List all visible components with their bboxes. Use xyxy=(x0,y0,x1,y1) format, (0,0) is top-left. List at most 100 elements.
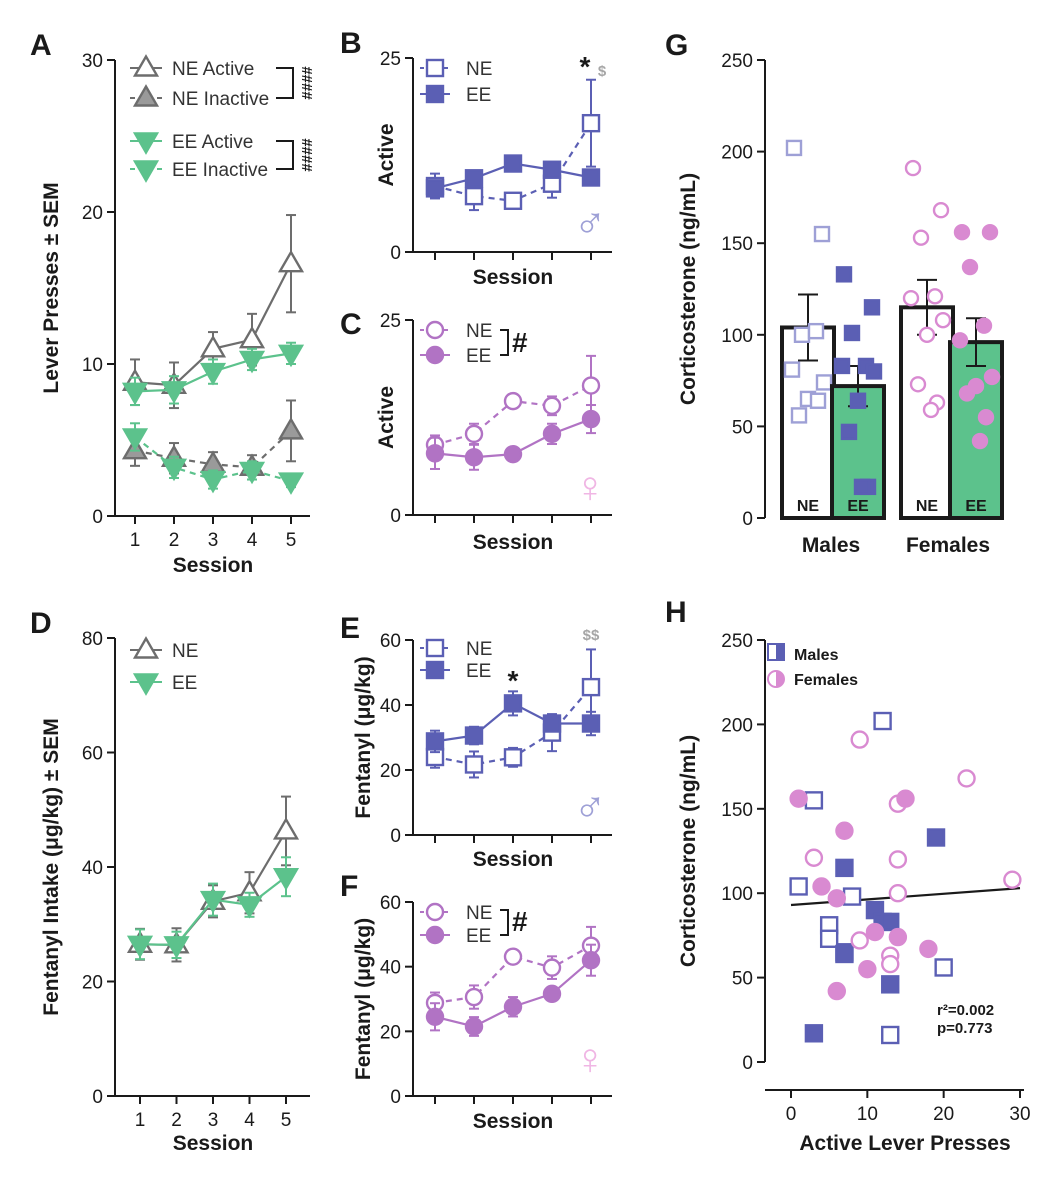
data-point xyxy=(850,730,869,749)
data-point xyxy=(503,444,523,464)
data-point xyxy=(853,478,871,496)
data-point xyxy=(581,376,601,395)
legend-label: NE xyxy=(466,59,492,80)
data-point xyxy=(542,714,562,733)
significance-bracket xyxy=(500,909,509,936)
y-tick-label: 20 xyxy=(82,973,103,994)
y-axis-label: Active xyxy=(375,386,398,449)
legend-marker xyxy=(132,132,160,155)
y-tick-label: 0 xyxy=(742,1053,753,1074)
data-point xyxy=(842,887,862,906)
y-tick-label: 40 xyxy=(380,696,401,717)
legend: NE EE xyxy=(130,636,198,696)
panel-G: 0 50 100 150 200 250 Corticosterone (ng/mL) G NE… xyxy=(665,29,1004,557)
legend-marker xyxy=(425,660,445,680)
data-point xyxy=(804,848,824,867)
data-point xyxy=(981,224,999,241)
data-point xyxy=(236,896,263,919)
y-tick-label: 100 xyxy=(721,884,753,905)
significance-label: #### xyxy=(298,138,315,172)
legend: Males Females xyxy=(767,643,858,689)
y-tick-label: 150 xyxy=(721,234,753,255)
data-point xyxy=(425,732,445,751)
y-axis-label: Fentanyl (μg/kg) xyxy=(352,918,375,1080)
data-point xyxy=(503,191,523,210)
data-point xyxy=(958,385,976,402)
data-point xyxy=(804,791,824,810)
x-tick-label: 3 xyxy=(208,530,219,551)
male-symbol: ♂ xyxy=(574,199,607,248)
legend-label: NE xyxy=(172,641,198,662)
panel-letter: C xyxy=(340,308,362,341)
bar-label: EE xyxy=(965,498,987,515)
data-point xyxy=(1003,870,1022,889)
y-tick-label: 10 xyxy=(82,355,103,376)
x-tick-label: 10 xyxy=(857,1104,878,1125)
series-ee xyxy=(126,856,300,961)
panel-C: 0 25 Active Session C NE EE # ♀ xyxy=(340,308,612,554)
data-point xyxy=(789,789,808,808)
series-ee-inactive xyxy=(121,422,305,495)
bar-label: NE xyxy=(916,498,939,515)
y-tick-label: 0 xyxy=(390,1087,401,1108)
data-point xyxy=(464,1017,484,1036)
group-label: Females xyxy=(906,534,990,557)
data-point xyxy=(827,889,846,908)
data-point xyxy=(835,858,854,878)
x-axis-label: Session xyxy=(173,554,254,577)
data-point xyxy=(881,975,900,994)
data-point xyxy=(425,179,445,198)
data-point xyxy=(926,288,944,305)
data-point xyxy=(581,951,601,970)
data-point xyxy=(503,748,523,767)
data-point xyxy=(827,981,846,1001)
series-ne xyxy=(425,925,601,1015)
data-point xyxy=(464,755,484,774)
data-point xyxy=(464,186,484,206)
data-point xyxy=(835,944,854,964)
series-males-ee xyxy=(804,828,946,1043)
data-point xyxy=(503,997,523,1016)
y-tick-label: 150 xyxy=(721,800,753,821)
legend-marker-half xyxy=(776,644,784,660)
panel-D: 0 20 40 60 80 Fentanyl Intake (μg/kg) ± SEM 1 2… xyxy=(30,607,310,1155)
data-point xyxy=(464,169,484,188)
stat-p: p=0.773 xyxy=(937,1020,992,1037)
panel-letter: H xyxy=(665,596,687,629)
data-point xyxy=(199,470,227,494)
y-tick-label: 40 xyxy=(380,958,401,979)
x-tick-label: 20 xyxy=(933,1104,954,1125)
data-point xyxy=(804,1024,824,1043)
y-tick-label: 0 xyxy=(390,826,401,847)
data-point xyxy=(850,931,869,950)
data-point xyxy=(835,821,854,840)
series-ee xyxy=(425,404,601,471)
legend-label: EE xyxy=(172,673,197,694)
data-point xyxy=(542,396,562,415)
data-point xyxy=(277,249,305,273)
data-point xyxy=(272,868,300,891)
data-point xyxy=(922,401,940,419)
data-point xyxy=(873,711,892,731)
bar-females-ne: NE xyxy=(899,159,955,520)
female-symbol: ♀ xyxy=(574,1035,607,1084)
legend-marker xyxy=(132,160,160,183)
data-point xyxy=(977,409,995,426)
x-tick-label: 3 xyxy=(208,1110,219,1131)
male-symbol: ♂ xyxy=(574,783,607,832)
data-point xyxy=(425,1007,445,1026)
data-point xyxy=(833,357,851,375)
panel-letter: D xyxy=(30,607,52,640)
y-tick-label: 100 xyxy=(721,326,753,347)
x-tick-label: 4 xyxy=(244,1110,255,1131)
data-point xyxy=(983,368,1001,386)
data-point xyxy=(932,202,950,219)
x-tick-label: 1 xyxy=(135,1110,146,1131)
y-tick-label: 25 xyxy=(380,49,401,70)
x-axis-label: Session xyxy=(473,848,554,871)
y-tick-label: 60 xyxy=(380,893,401,914)
data-point xyxy=(464,448,484,467)
